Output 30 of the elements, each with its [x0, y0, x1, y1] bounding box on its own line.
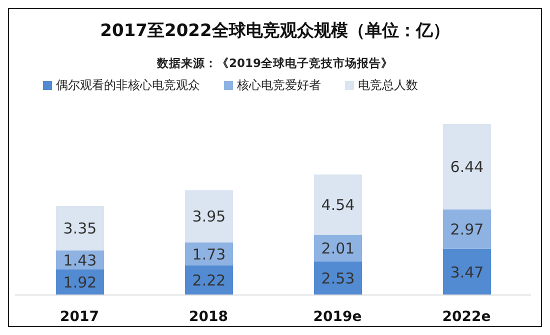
bar: [443, 124, 491, 210]
legend-label: 偶尔观看的非核心电竞观众: [56, 78, 200, 92]
data-label: 3.35: [63, 220, 97, 238]
bar: [443, 210, 491, 249]
data-label: 2.53: [321, 270, 355, 288]
x-tick-label: 2019e: [313, 308, 362, 325]
data-label: 1.73: [192, 245, 226, 264]
data-label: 3.47: [450, 263, 484, 282]
chart-title: 2017至2022全球电竞观众规模（单位：亿）: [99, 20, 451, 42]
data-label: 1.43: [63, 251, 97, 270]
data-label: 2.97: [450, 220, 484, 239]
x-tick-label: 2022e: [442, 308, 491, 325]
bar: [443, 248, 491, 295]
x-tick-label: 2017: [60, 308, 99, 325]
legend-label: 核心电竞爱好者: [237, 78, 321, 92]
bar: [314, 234, 362, 262]
bar: [56, 206, 104, 251]
bar: [314, 261, 362, 295]
chart-subtitle: 数据来源：《2019全球电子竞技市场报告》: [156, 56, 394, 71]
data-label: 3.95: [192, 208, 226, 226]
data-label: 2.22: [192, 272, 226, 290]
bar: [185, 242, 233, 266]
data-label: 4.54: [321, 196, 355, 214]
x-tick-label: 2018: [189, 308, 228, 325]
legend-label: 电竞总人数: [358, 78, 418, 92]
bar: [314, 174, 362, 235]
bar: [185, 190, 233, 243]
data-label: 1.92: [63, 274, 97, 292]
data-label: 2.01: [321, 239, 355, 258]
data-label: 6.44: [450, 158, 484, 176]
